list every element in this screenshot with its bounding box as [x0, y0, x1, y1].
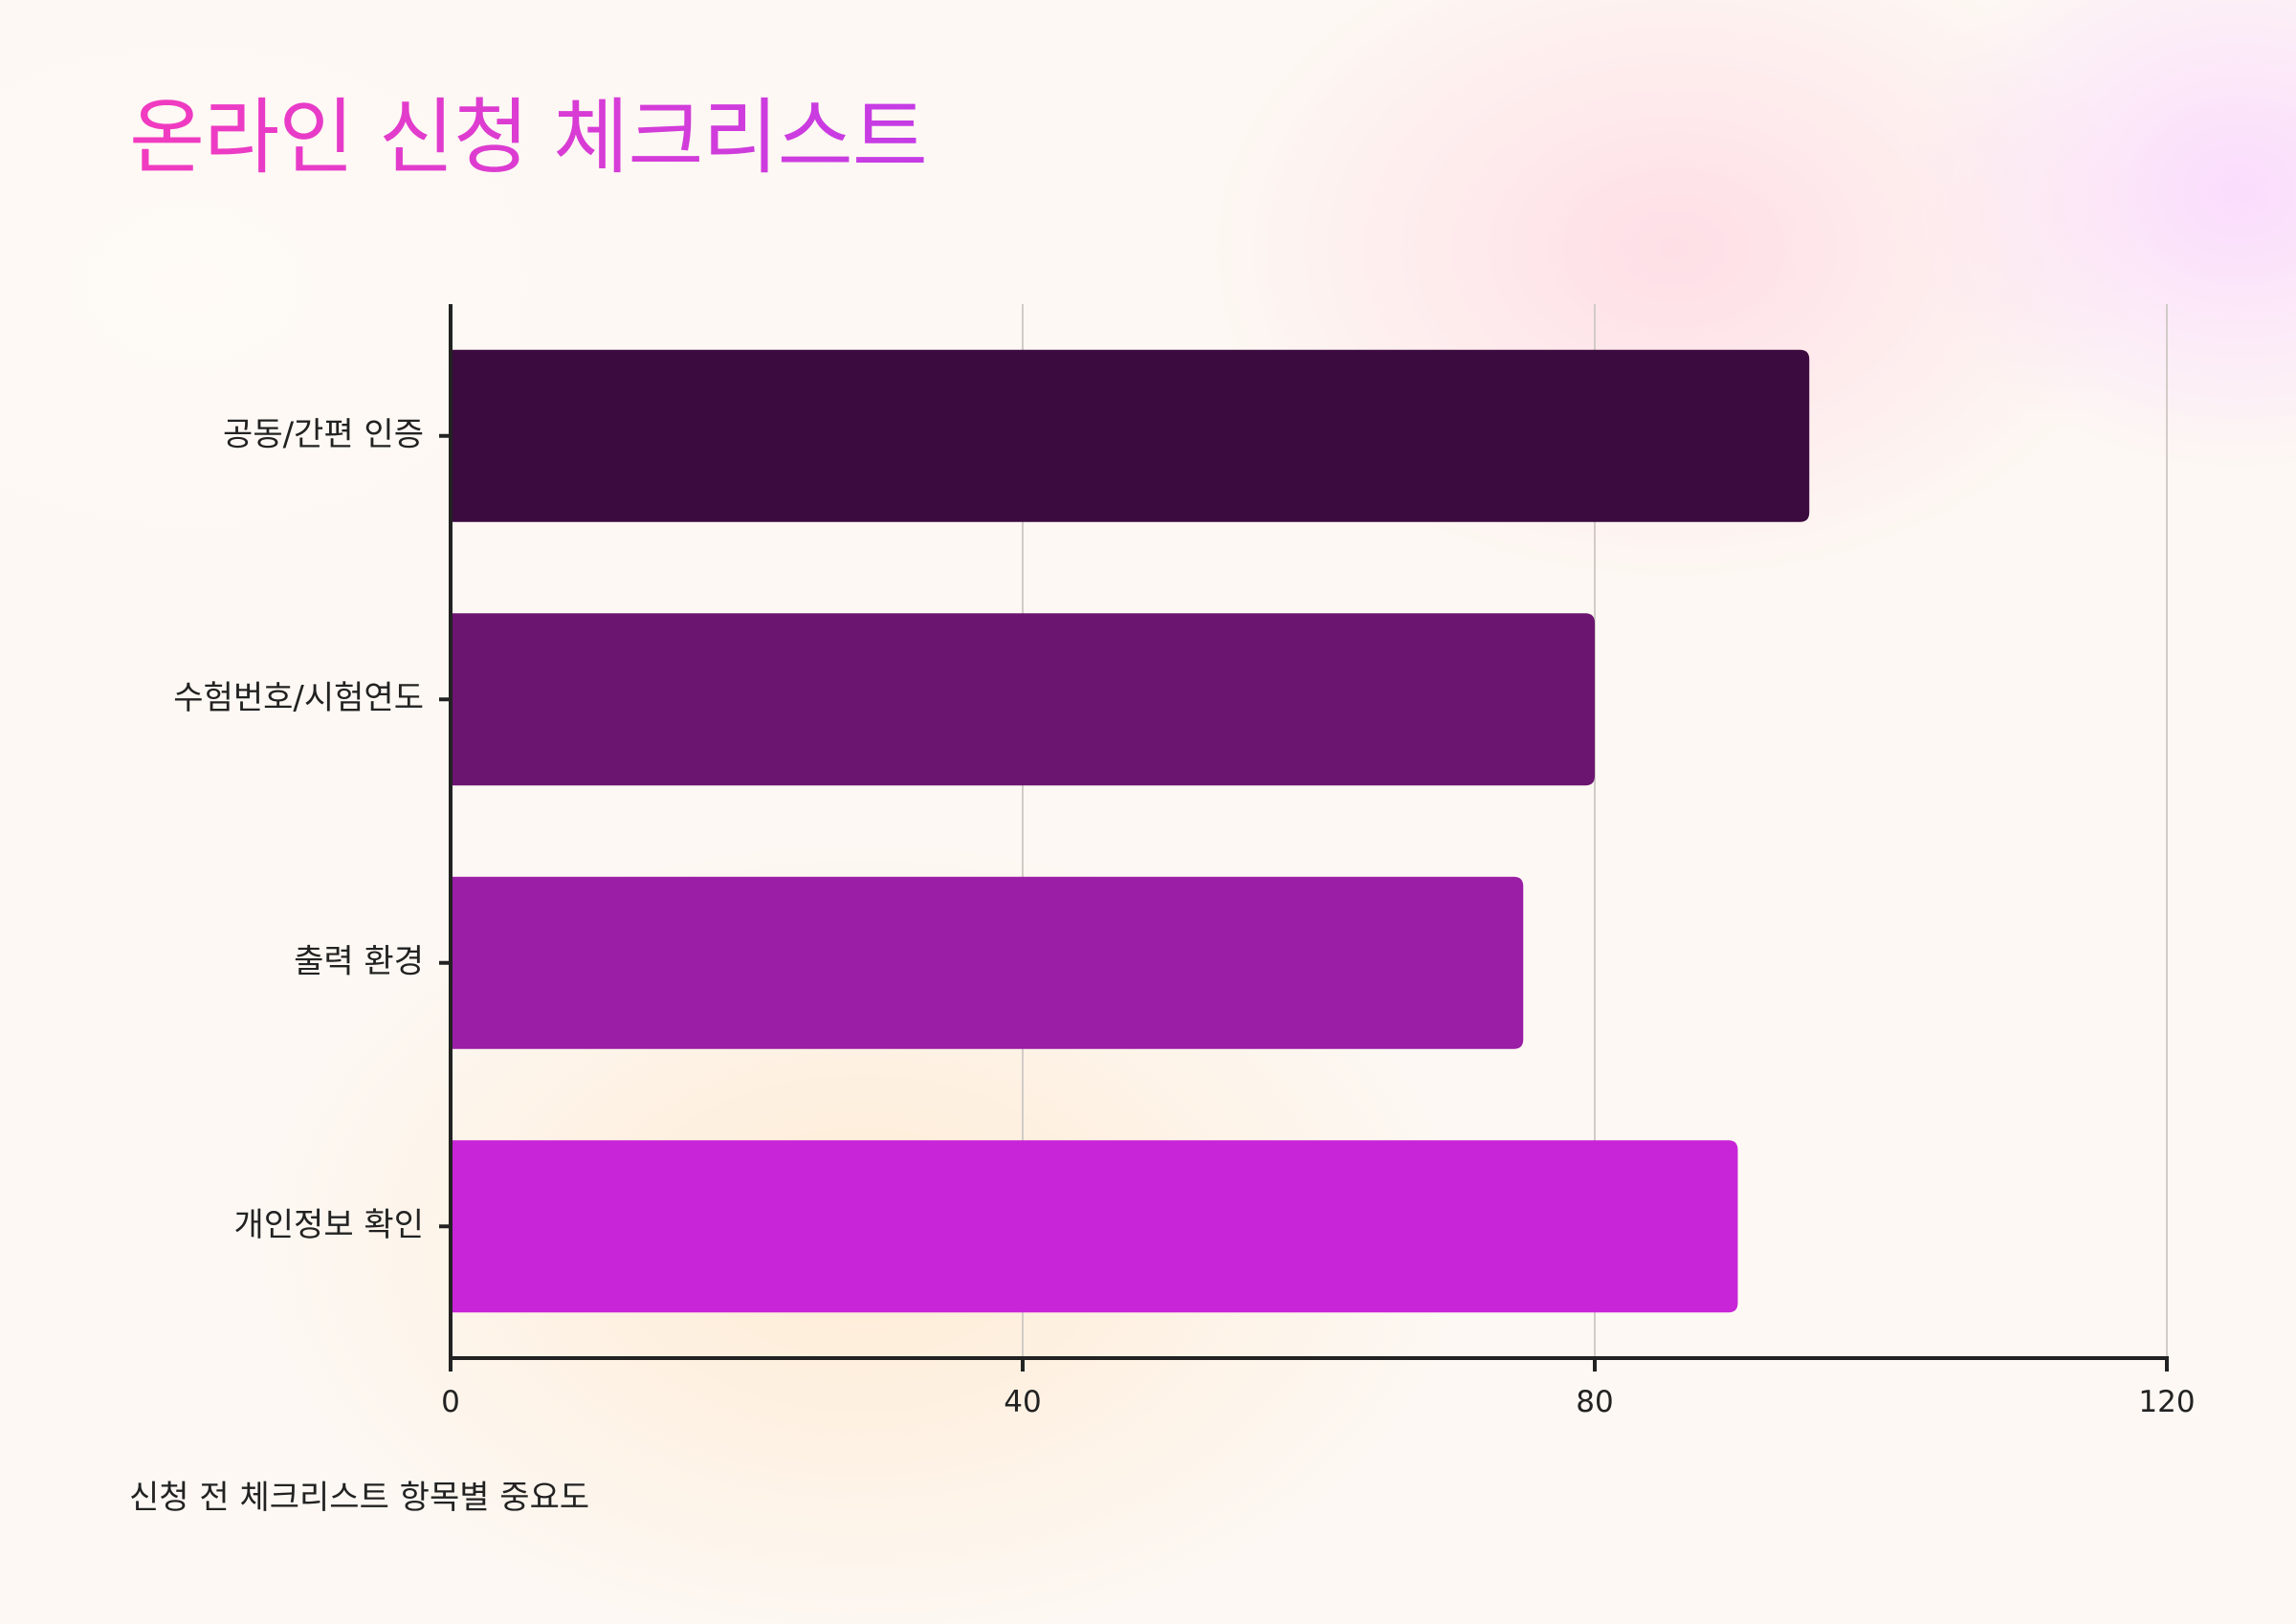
bar-3: [451, 1140, 1738, 1313]
x-tick-label-0: 0: [441, 1385, 460, 1419]
x-tick-label-2: 80: [1576, 1385, 1613, 1419]
bar-1: [451, 613, 1595, 786]
bar-2: [451, 876, 1524, 1049]
category-label-0: 공동/간편 인증: [223, 415, 424, 453]
x-tick-label-3: 120: [2138, 1385, 2195, 1419]
category-label-1: 수험번호/시험연도: [173, 679, 424, 717]
x-tick-label-1: 40: [1004, 1385, 1041, 1419]
bar-0: [451, 349, 1810, 522]
chart-caption: 신청 전 체크리스트 항목별 중요도: [129, 1479, 590, 1517]
chart-title: 온라인 신청 체크리스트: [129, 90, 928, 186]
category-label-3: 개인정보 확인: [234, 1206, 425, 1244]
axes: [439, 304, 2169, 1372]
category-label-2: 출력 환경: [294, 942, 424, 980]
bars: [451, 349, 1810, 1313]
